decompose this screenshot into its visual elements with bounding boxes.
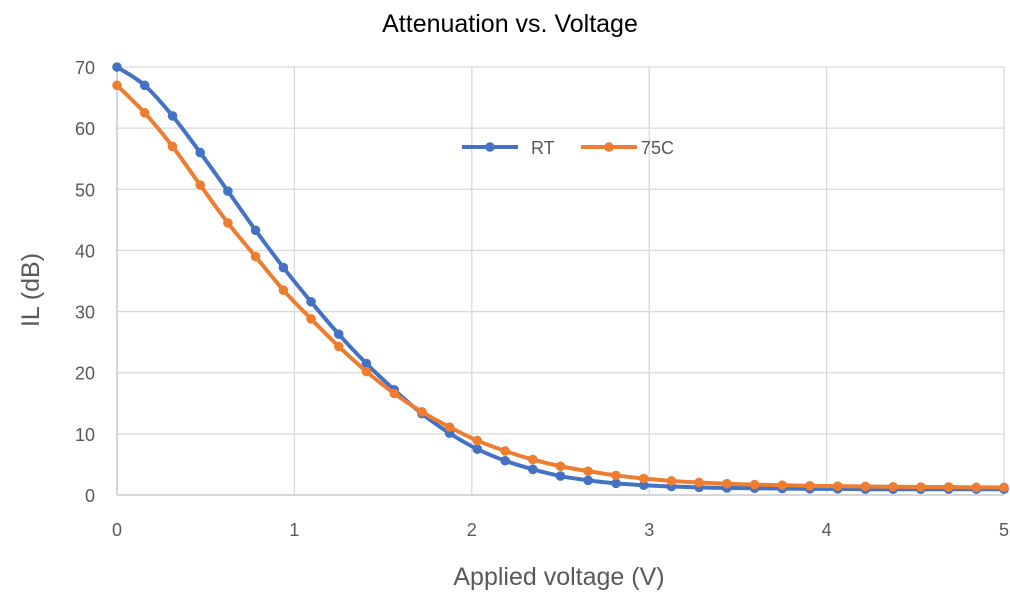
data-point <box>999 482 1009 493</box>
y-tick-label: 30 <box>75 303 95 323</box>
series-75c <box>112 80 1009 493</box>
data-point <box>666 476 677 486</box>
y-tick-label: 0 <box>85 486 95 506</box>
chart-title: Attenuation vs. Voltage <box>382 10 638 38</box>
tick-labels: 0 10 20 30 40 50 60 70 0 1 2 3 4 5 <box>75 58 1009 540</box>
data-point <box>583 475 593 486</box>
legend-item-75c: 75C <box>581 138 674 158</box>
legend-item-rt: RT <box>462 138 555 158</box>
axes <box>116 67 1004 496</box>
legend-marker <box>485 142 495 152</box>
data-point <box>444 422 455 432</box>
data-point <box>611 478 621 489</box>
data-point <box>278 262 289 273</box>
data-point <box>500 446 510 456</box>
data-point <box>223 186 233 196</box>
data-point <box>749 479 760 490</box>
gridlines <box>117 66 1005 495</box>
data-point <box>888 481 898 492</box>
y-tick-label: 40 <box>75 241 95 261</box>
data-point <box>306 314 316 324</box>
data-point <box>417 407 427 417</box>
data-point <box>112 80 122 91</box>
data-point <box>333 341 344 352</box>
data-point <box>139 80 150 91</box>
data-point <box>638 480 649 491</box>
data-point <box>472 444 483 454</box>
legend: RT 75C <box>462 138 674 158</box>
x-tick-label: 5 <box>999 520 1009 540</box>
data-point <box>860 481 871 492</box>
data-point <box>167 141 178 152</box>
x-tick-label: 3 <box>644 520 654 540</box>
series-lines <box>112 62 1009 494</box>
legend-label: RT <box>531 138 555 158</box>
data-point <box>832 481 843 491</box>
data-point <box>361 358 372 369</box>
series-rt <box>112 62 1009 494</box>
data-point <box>250 225 261 236</box>
data-point <box>278 285 289 295</box>
data-point <box>943 482 954 492</box>
y-tick-label: 70 <box>75 58 95 78</box>
data-point <box>583 466 593 476</box>
y-tick-label: 20 <box>75 364 95 384</box>
data-point <box>389 388 400 399</box>
legend-marker <box>604 142 614 152</box>
data-point <box>694 477 704 488</box>
data-point <box>472 435 483 446</box>
y-axis-title: IL (dB) <box>17 253 45 327</box>
data-point <box>722 478 732 489</box>
data-point <box>555 461 566 472</box>
data-point <box>805 481 815 491</box>
data-point <box>195 147 206 158</box>
y-tick-label: 60 <box>75 119 95 139</box>
y-tick-label: 10 <box>75 425 95 445</box>
legend-label: 75C <box>641 138 674 158</box>
data-point <box>528 454 538 465</box>
data-point <box>167 111 178 121</box>
data-point <box>112 62 122 72</box>
data-point <box>777 480 788 491</box>
data-point <box>611 470 621 481</box>
y-tick-label: 50 <box>75 180 95 200</box>
x-tick-label: 1 <box>289 520 299 540</box>
x-tick-label: 0 <box>112 520 122 540</box>
x-tick-label: 4 <box>822 520 832 540</box>
data-point <box>195 180 206 190</box>
data-point <box>333 329 344 339</box>
data-point <box>915 482 926 492</box>
x-axis-title: Applied voltage (V) <box>453 563 664 591</box>
x-tick-label: 2 <box>467 520 477 540</box>
data-point <box>139 108 150 118</box>
series-line <box>115 65 1006 492</box>
data-point <box>361 366 372 377</box>
data-point <box>555 471 566 481</box>
data-point <box>500 455 510 466</box>
data-point <box>528 464 538 475</box>
series-line <box>115 83 1006 490</box>
data-point <box>223 218 233 228</box>
data-point <box>250 251 261 262</box>
data-point <box>306 296 316 307</box>
data-point <box>971 482 982 493</box>
data-point <box>638 473 649 484</box>
